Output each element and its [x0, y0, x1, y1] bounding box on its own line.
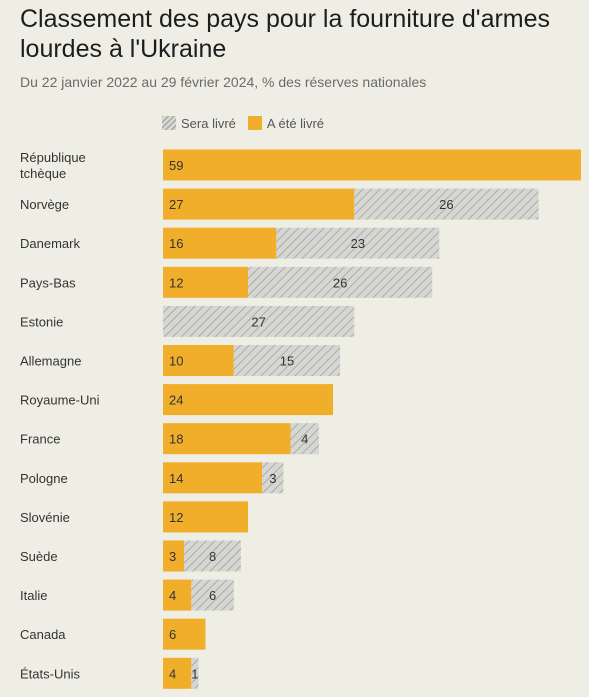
legend-label-sera-livre: Sera livré [181, 115, 236, 131]
bar-delivered-suede [163, 540, 185, 572]
category-label-pologne: Pologne [20, 471, 68, 486]
category-label-royaume-uni: Royaume-Uni [20, 393, 100, 408]
chart-title: Classement des pays pour la fourniture d… [20, 5, 551, 63]
legend-swatch-hatched [162, 116, 176, 130]
value-label-pending-pologne: 3 [269, 471, 276, 486]
bar-delivered-allemagne [163, 345, 234, 376]
bar-pending-france [290, 423, 319, 455]
legend-item-a-ete-livre: A été livré [247, 115, 325, 131]
bar-delivered-republique-tcheque [163, 149, 581, 181]
bar-pending-italie [191, 579, 234, 611]
category-label-etats-unis: États-Unis [20, 666, 80, 681]
value-label-delivered-etats-unis: 4 [169, 666, 176, 681]
legend-item-sera-livre: Sera livré [162, 116, 236, 131]
bar-pending-norvege [354, 188, 539, 220]
bar-pending-danemark [276, 227, 440, 259]
bar-delivered-canada [163, 618, 206, 650]
bar-pending-pologne [262, 462, 284, 494]
bar-delivered-etats-unis [163, 657, 192, 689]
value-label-delivered-italie: 4 [169, 588, 176, 603]
category-label-pays-bas: Pays-Bas [20, 275, 76, 290]
value-label-pending-etats-unis: 1 [191, 666, 198, 681]
bar-delivered-italie [163, 579, 192, 611]
bar-pending-allemagne [233, 345, 341, 376]
value-label-delivered-royaume-uni: 24 [169, 393, 183, 408]
value-label-delivered-danemark: 16 [169, 236, 183, 251]
value-label-pending-danemark: 23 [351, 236, 365, 251]
category-label-suede: Suède [20, 549, 58, 564]
bar-delivered-france [163, 423, 291, 455]
value-label-delivered-canada: 6 [169, 627, 176, 642]
value-label-pending-pays-bas: 26 [333, 275, 347, 290]
value-label-delivered-norvege: 27 [169, 197, 183, 212]
chart-legend: Sera livré A été livré [162, 114, 336, 132]
bar-delivered-pays-bas [163, 266, 249, 298]
value-label-pending-france: 4 [301, 432, 308, 447]
value-label-delivered-allemagne: 10 [169, 354, 183, 369]
bar-pending-suede [184, 540, 241, 572]
bar-delivered-norvege [163, 188, 355, 220]
bar-delivered-danemark [163, 227, 277, 259]
bar-pending-etats-unis [191, 657, 199, 689]
bar-delivered-slovenie [163, 501, 249, 533]
category-label-italie: Italie [20, 588, 47, 603]
value-label-pending-norvege: 26 [439, 197, 453, 212]
bar-pending-estonie [163, 305, 355, 337]
category-label-canada: Canada [20, 627, 66, 642]
value-label-pending-estonie: 27 [251, 314, 265, 329]
value-label-delivered-france: 18 [169, 432, 183, 447]
category-label-republique-tcheque: République tchèque [20, 150, 86, 181]
category-label-allemagne: Allemagne [20, 354, 81, 369]
category-label-france: France [20, 432, 60, 447]
value-label-pending-allemagne: 15 [280, 354, 294, 369]
bar-pending-pays-bas [248, 266, 433, 298]
category-label-danemark: Danemark [20, 236, 80, 251]
value-label-delivered-republique-tcheque: 59 [169, 158, 183, 173]
value-label-pending-suede: 8 [209, 549, 216, 564]
category-label-estonie: Estonie [20, 314, 63, 329]
legend-swatch-solid [247, 116, 262, 130]
bar-delivered-pologne [163, 462, 263, 494]
value-label-pending-italie: 6 [209, 588, 216, 603]
chart-subtitle: Du 22 janvier 2022 au 29 février 2024, %… [20, 74, 427, 90]
value-label-delivered-pays-bas: 12 [169, 275, 183, 290]
value-label-delivered-pologne: 14 [169, 471, 183, 486]
category-label-slovenie: Slovénie [20, 510, 70, 525]
bar-delivered-royaume-uni [163, 384, 334, 416]
legend-label-a-ete-livre: A été livré [266, 115, 325, 131]
value-label-delivered-suede: 3 [169, 549, 176, 564]
category-label-norvege: Norvège [20, 197, 69, 212]
value-label-delivered-slovenie: 12 [169, 510, 183, 525]
